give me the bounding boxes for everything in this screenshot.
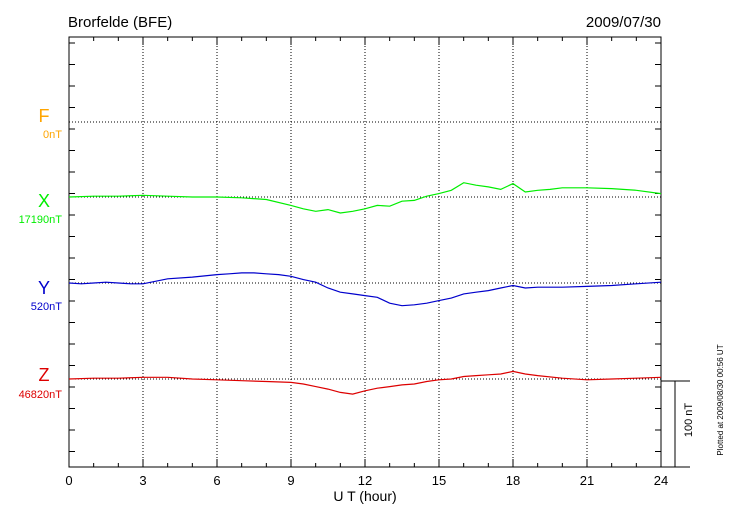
x-tick-label: 6 — [213, 473, 220, 488]
series-name-f: F — [39, 106, 50, 126]
plot-frame — [68, 36, 662, 468]
series-baseline-x: 17190nT — [19, 214, 63, 226]
series-baseline-z: 46820nT — [19, 389, 63, 401]
series-name-x: X — [38, 191, 50, 211]
x-tick-label: 3 — [139, 473, 146, 488]
plotted-note: Plotted at 2009/08/30 00:56 UT — [716, 344, 725, 455]
series-name-z: Z — [39, 365, 50, 385]
chart-title: Brorfelde (BFE) — [68, 14, 172, 31]
scale-bar-label: 100 nT — [683, 403, 695, 438]
x-tick-label: 12 — [358, 473, 372, 488]
x-tick-label: 0 — [65, 473, 72, 488]
series-lines — [68, 182, 662, 395]
x-axis-label: U T (hour) — [333, 488, 396, 504]
x-tick-label: 21 — [580, 473, 594, 488]
axes — [68, 36, 690, 468]
series-name-y: Y — [38, 278, 50, 298]
x-tick-label: 9 — [287, 473, 294, 488]
x-tick-label: 15 — [432, 473, 446, 488]
series-baseline-y: 520nT — [31, 301, 62, 313]
x-tick-label: 18 — [506, 473, 520, 488]
grid-lines — [69, 37, 661, 467]
series-line-x — [68, 182, 662, 214]
series-line-y — [68, 272, 662, 307]
labels: Brorfelde (BFE) 2009/07/30 U T (hour) 10… — [19, 14, 725, 504]
chart-date: 2009/07/30 — [586, 14, 661, 31]
series-baseline-f: 0nT — [43, 129, 62, 141]
series-line-z — [68, 370, 662, 395]
x-tick-label: 24 — [654, 473, 668, 488]
